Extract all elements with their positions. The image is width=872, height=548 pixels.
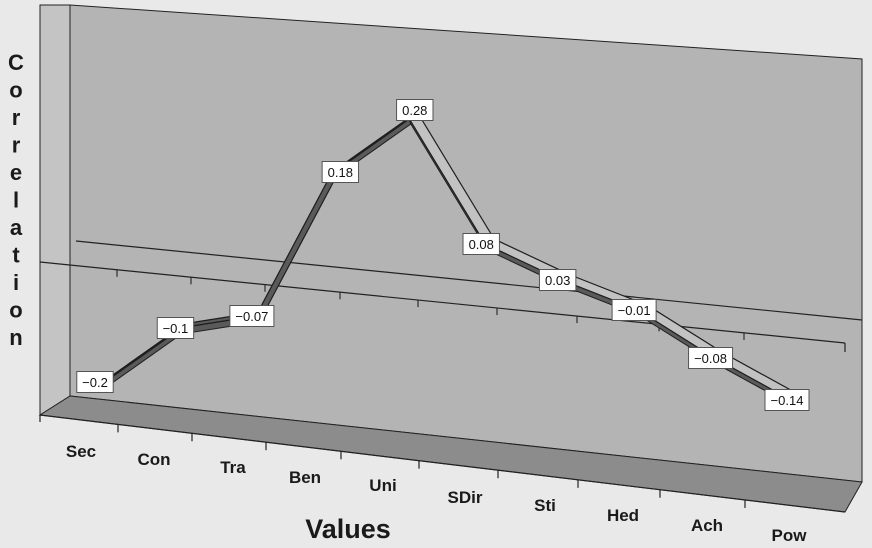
data-label-text: −0.07: [235, 309, 268, 324]
x-tick-label: Sti: [534, 496, 556, 515]
data-label-text: −0.08: [694, 351, 727, 366]
data-label: 0.08: [462, 233, 500, 255]
data-label: 0.03: [538, 269, 577, 291]
zero-plane-back: [75, 240, 863, 321]
data-label-box: [396, 99, 434, 121]
chart-axes: [39, 240, 863, 513]
data-label: 0.28: [396, 99, 434, 121]
x-tick-label: Tra: [220, 458, 246, 477]
data-label: −0.08: [688, 347, 734, 369]
zero-line: [39, 261, 846, 344]
x-axis-line: [39, 414, 846, 513]
data-label-text: 0.18: [328, 165, 353, 180]
data-label: −0.14: [764, 389, 810, 411]
data-label-text: −0.1: [163, 321, 189, 336]
x-tick-label: Pow: [772, 526, 808, 545]
x-tick-label: Sec: [66, 442, 96, 461]
data-label-box: [538, 269, 577, 291]
data-label-box: [611, 299, 657, 321]
data-label: −0.2: [76, 371, 114, 393]
data-label-text: −0.14: [771, 393, 804, 408]
data-labels: −0.2 −0.1 −0.07 0.18 0.28 0.08 0.03 −0.01 −0.08 −…: [76, 99, 810, 411]
data-label-box: [229, 305, 275, 327]
data-label-box: [764, 389, 810, 411]
x-axis-label: Values: [305, 514, 391, 544]
chart-walls: [38, 4, 863, 513]
data-label: −0.07: [229, 305, 275, 327]
data-label-box: [156, 317, 195, 339]
x-tick-label: Hed: [607, 506, 639, 525]
data-label-box: [76, 371, 114, 393]
data-label-box: [688, 347, 734, 369]
data-label: −0.01: [611, 299, 657, 321]
data-label: −0.1: [156, 317, 195, 339]
x-tick-label: Con: [137, 450, 170, 469]
x-tick-label: Ach: [691, 516, 723, 535]
x-tick-label: SDir: [448, 488, 483, 507]
data-label-box: [462, 233, 500, 255]
data-label-text: −0.2: [82, 375, 108, 390]
x-tick-labels: Sec Con Tra Ben Uni SDir Sti Hed Ach Pow: [66, 442, 807, 545]
data-label-text: 0.08: [469, 237, 494, 252]
side-wall: [39, 4, 71, 416]
data-label-text: 0.03: [545, 273, 570, 288]
x-tick-label: Uni: [369, 476, 396, 495]
data-label-box: [321, 161, 360, 183]
data-label: 0.18: [321, 161, 360, 183]
data-label-text: 0.28: [402, 103, 427, 118]
data-label-text: −0.01: [618, 303, 651, 318]
x-tick-label: Ben: [289, 468, 321, 487]
